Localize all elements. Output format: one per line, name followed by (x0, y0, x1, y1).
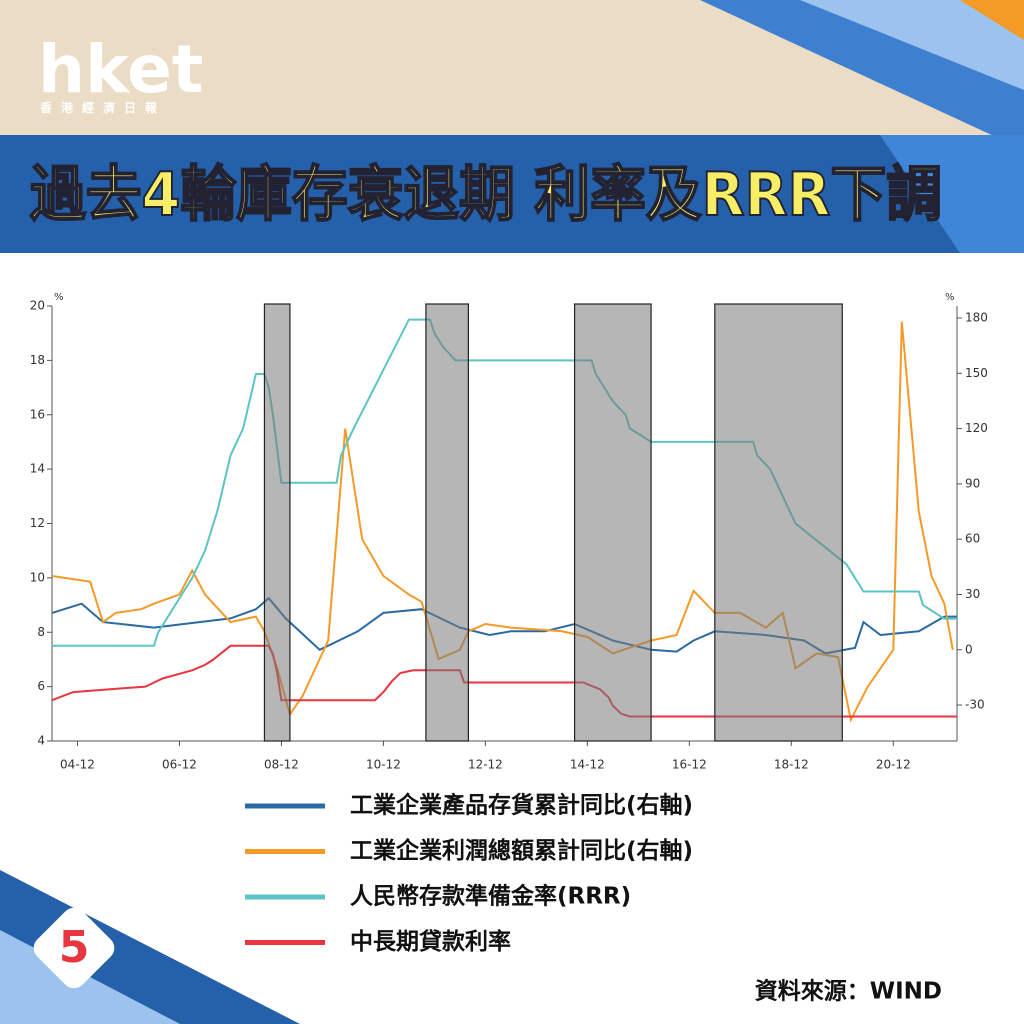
legend-label: 工業企業利潤總額累計同比(右軸) (350, 837, 693, 864)
title-banner (0, 135, 1024, 253)
y-tick-label: 18 (30, 353, 45, 367)
x-tick-label: 08-12 (264, 758, 299, 772)
y2-tick-label: 30 (965, 587, 980, 601)
x-tick-label: 10-12 (366, 758, 401, 772)
y2-tick-label: -30 (965, 698, 985, 712)
shaded-period (714, 303, 843, 742)
legend-label: 人民幣存款準備金率(RRR) (350, 883, 631, 910)
y2-tick-label: 60 (965, 532, 980, 546)
legend-label: 工業企業產品存貨累計同比(右軸) (350, 792, 693, 819)
y2-unit: % (945, 292, 955, 303)
y-tick-label: 10 (30, 570, 45, 584)
y2-tick-label: 150 (965, 366, 988, 380)
shaded-period (425, 303, 469, 742)
y-tick-label: 6 (37, 679, 45, 693)
title: 過去4輪庫存衰退期 利率及RRR下調 (30, 160, 942, 230)
y-tick-label: 14 (30, 462, 45, 476)
y-tick-label: 16 (30, 407, 45, 421)
deco (800, 0, 1024, 90)
badge (33, 907, 115, 989)
y-tick-label: 12 (30, 516, 45, 530)
x-tick-label: 12-12 (468, 758, 503, 772)
legend-label: 中長期貸款利率 (350, 928, 511, 955)
shaded-period (263, 303, 291, 742)
x-tick-label: 18-12 (774, 758, 809, 772)
x-tick-label: 14-12 (570, 758, 605, 772)
y2-tick-label: 180 (965, 310, 988, 324)
y2-tick-label: 0 (965, 642, 973, 656)
x-tick-label: 06-12 (162, 758, 197, 772)
logo-sub: 香港經濟日報 (39, 100, 166, 115)
plot: % % 4 6 8 10 12 14 16 18 20 -30 0 30 60 90 120 150 180 04-1… (30, 292, 988, 955)
x-tick-label: 16-12 (672, 758, 707, 772)
y-unit: % (54, 292, 64, 303)
shaded-period (574, 303, 652, 742)
y2-tick-label: 90 (965, 476, 980, 490)
page-number: 5 (59, 922, 90, 973)
logo: hket (38, 31, 203, 108)
deco (880, 135, 1024, 253)
y2-tick-label: 120 (965, 421, 988, 435)
chart-bg (0, 253, 1024, 1024)
x-tick-label: 04-12 (60, 758, 95, 772)
x-tick-label: 20-12 (876, 758, 911, 772)
line (51, 596, 957, 655)
y-tick-label: 20 (30, 299, 45, 313)
y-tick-label: 8 (37, 625, 45, 639)
deco (960, 0, 1024, 40)
source: 資料來源：WIND (755, 978, 942, 1005)
y-tick-label: 4 (37, 734, 45, 748)
